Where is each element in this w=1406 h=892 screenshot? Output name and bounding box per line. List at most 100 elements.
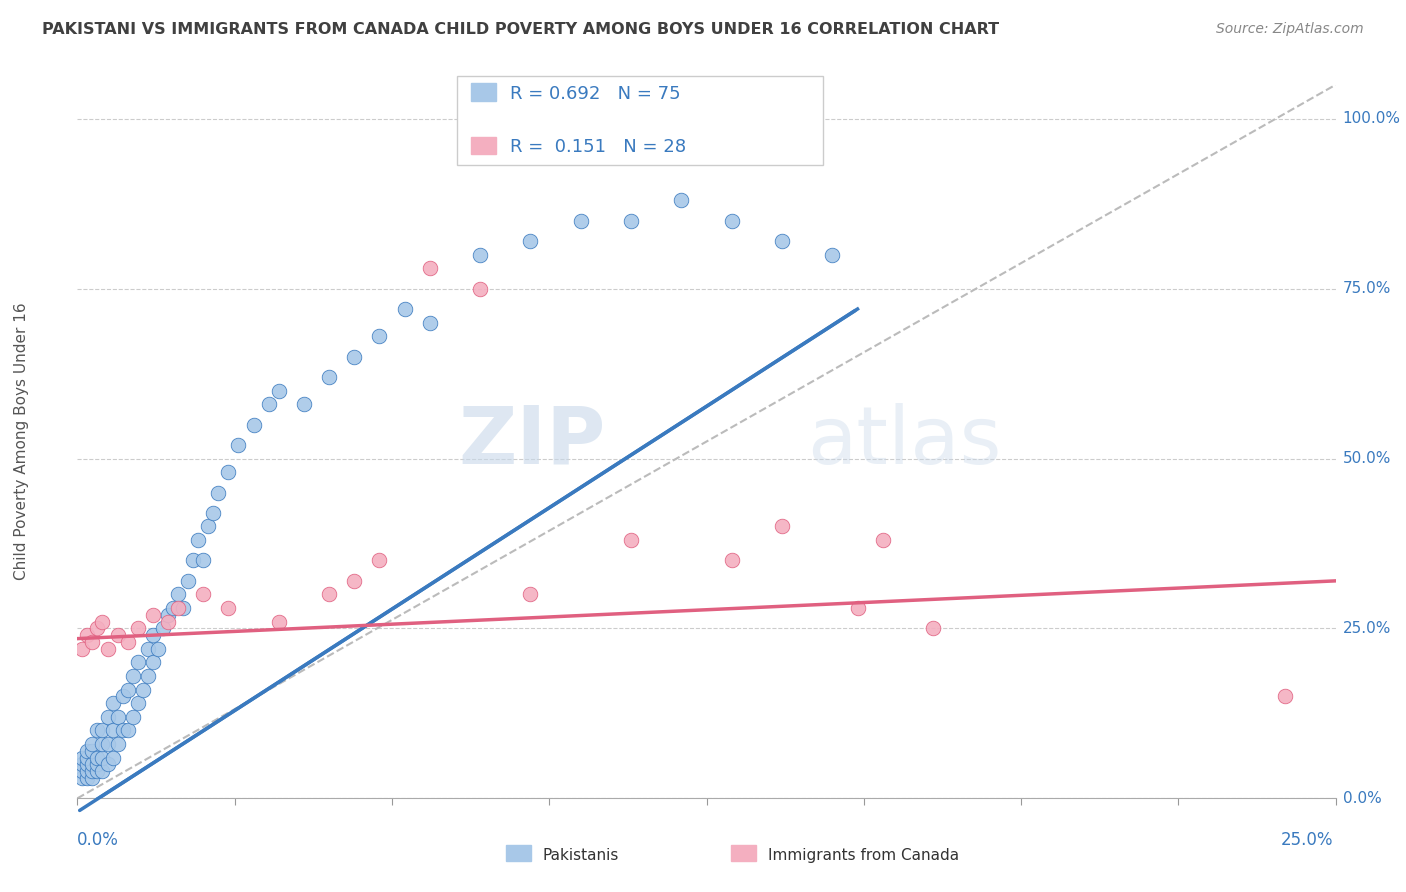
Point: [101, 696, 124, 710]
Text: 50.0%: 50.0%: [1343, 451, 1391, 466]
Point: [187, 533, 209, 547]
Text: 25.0%: 25.0%: [1281, 831, 1333, 849]
Point: [72, 757, 94, 772]
Text: 0.0%: 0.0%: [1343, 791, 1382, 805]
Text: atlas: atlas: [807, 402, 1001, 481]
Point: [82, 744, 104, 758]
Point: [76, 744, 98, 758]
Point: [217, 601, 239, 615]
Point: [343, 574, 366, 588]
Point: [76, 764, 98, 779]
Point: [136, 641, 159, 656]
Point: [846, 601, 869, 615]
Point: [107, 737, 129, 751]
Point: [181, 553, 204, 567]
Point: [142, 607, 165, 622]
Point: [177, 574, 200, 588]
Point: [191, 553, 215, 567]
Point: [142, 628, 165, 642]
Point: [172, 601, 194, 615]
Point: [117, 635, 139, 649]
Point: [217, 465, 239, 479]
Point: [167, 587, 190, 601]
Point: [121, 710, 143, 724]
Point: [86, 764, 108, 779]
Point: [922, 622, 945, 636]
Point: [468, 247, 491, 261]
Text: PAKISTANI VS IMMIGRANTS FROM CANADA CHILD POVERTY AMONG BOYS UNDER 16 CORRELATIO: PAKISTANI VS IMMIGRANTS FROM CANADA CHIL…: [42, 22, 1000, 37]
Point: [101, 723, 124, 738]
Point: [117, 723, 139, 738]
Point: [111, 723, 134, 738]
Point: [368, 553, 391, 567]
Point: [1274, 690, 1296, 704]
Point: [257, 397, 280, 411]
Point: [82, 635, 104, 649]
Point: [318, 370, 340, 384]
Point: [82, 737, 104, 751]
Text: ZIP: ZIP: [458, 402, 606, 481]
Point: [228, 438, 250, 452]
Point: [107, 628, 129, 642]
Point: [117, 682, 139, 697]
Point: [569, 213, 592, 227]
Text: R = 0.692   N = 75: R = 0.692 N = 75: [510, 85, 681, 103]
Point: [671, 194, 693, 208]
Point: [267, 615, 290, 629]
Point: [76, 757, 98, 772]
Text: 75.0%: 75.0%: [1343, 281, 1391, 296]
Point: [720, 213, 742, 227]
Point: [419, 261, 441, 276]
Point: [96, 710, 118, 724]
Text: Child Poverty Among Boys Under 16: Child Poverty Among Boys Under 16: [14, 302, 28, 581]
Point: [91, 737, 114, 751]
Point: [207, 485, 229, 500]
Point: [519, 234, 541, 248]
Point: [770, 234, 793, 248]
Point: [127, 622, 149, 636]
Point: [468, 282, 491, 296]
Point: [136, 669, 159, 683]
Point: [72, 764, 94, 779]
Point: [96, 737, 118, 751]
Point: [167, 601, 190, 615]
Point: [127, 696, 149, 710]
Point: [202, 506, 225, 520]
Point: [96, 757, 118, 772]
Point: [72, 750, 94, 764]
Point: [82, 757, 104, 772]
Point: [127, 656, 149, 670]
Point: [152, 622, 174, 636]
Point: [620, 213, 643, 227]
Point: [146, 641, 169, 656]
Point: [142, 656, 165, 670]
Point: [76, 628, 98, 642]
Text: 100.0%: 100.0%: [1343, 112, 1400, 127]
Point: [156, 615, 179, 629]
Point: [368, 329, 391, 343]
Text: 0.0%: 0.0%: [77, 831, 120, 849]
Point: [76, 750, 98, 764]
Point: [91, 723, 114, 738]
Text: Source: ZipAtlas.com: Source: ZipAtlas.com: [1216, 22, 1364, 37]
Point: [91, 764, 114, 779]
Point: [242, 417, 264, 432]
Point: [86, 757, 108, 772]
Point: [821, 247, 844, 261]
Point: [394, 301, 416, 316]
Point: [101, 750, 124, 764]
Text: R =  0.151   N = 28: R = 0.151 N = 28: [510, 138, 686, 156]
Point: [96, 641, 118, 656]
Point: [86, 750, 108, 764]
Point: [156, 607, 179, 622]
Point: [72, 641, 94, 656]
Point: [132, 682, 155, 697]
Point: [872, 533, 894, 547]
Point: [86, 622, 108, 636]
Point: [72, 771, 94, 785]
Point: [519, 587, 541, 601]
Point: [82, 764, 104, 779]
Point: [111, 690, 134, 704]
Point: [343, 350, 366, 364]
Point: [121, 669, 143, 683]
